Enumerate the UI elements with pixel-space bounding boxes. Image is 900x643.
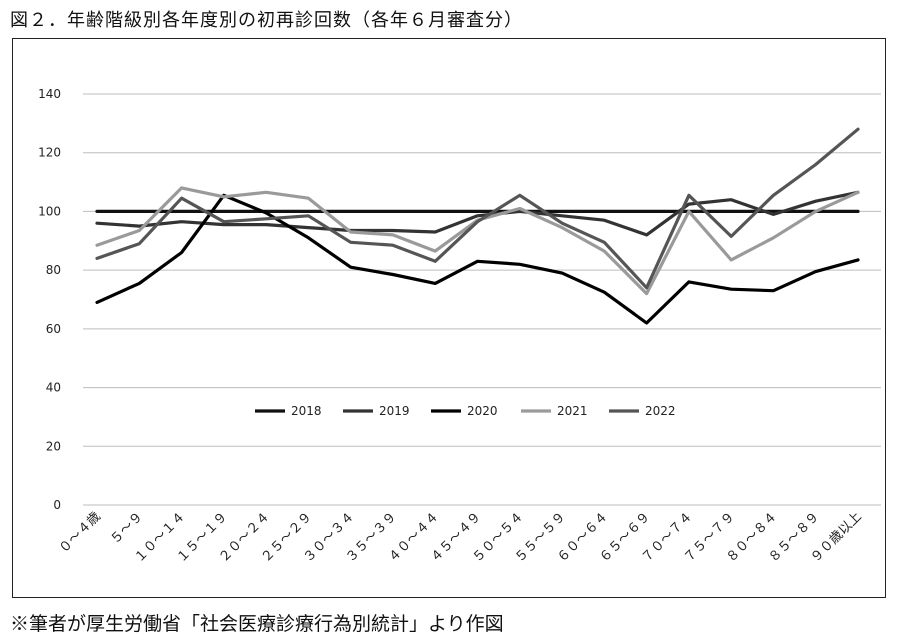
figure-title: 図２．年齢階級別各年度別の初再診回数（各年６月審査分） <box>10 10 523 31</box>
series-line-2019 <box>95 190 860 237</box>
y-tick-label: 40 <box>46 381 61 395</box>
series-line-2022 <box>95 127 860 290</box>
x-tick-label: ０～４歳 <box>56 509 103 556</box>
x-axis-tick-labels: ０～４歳 ５～９１０～１４１５～１９２０～２４２５～２９３０～３４３５～３９４０～… <box>56 509 864 566</box>
x-tick-label: ５～９ <box>108 509 146 547</box>
legend-label: 2020 <box>467 404 498 418</box>
legend-label: 2022 <box>645 404 676 418</box>
y-tick-label: 0 <box>53 498 61 512</box>
y-tick-label: 120 <box>38 146 61 160</box>
legend-label: 2021 <box>557 404 588 418</box>
y-tick-label: 20 <box>46 439 61 453</box>
y-axis-tick-labels: 0 20 40 60 80 100 120 140 <box>38 87 61 512</box>
y-tick-label: 100 <box>38 204 61 218</box>
y-tick-label: 80 <box>46 263 61 277</box>
series-lines <box>95 127 860 325</box>
legend: 2018 2019 2020 2021 2022 <box>255 404 676 418</box>
y-tick-label: 60 <box>46 322 61 336</box>
legend-label: 2018 <box>291 404 322 418</box>
chart-frame: 0 20 40 60 80 100 120 140 ０～４歳 ５～９ １０～１４ １５～１９ ２０～２… <box>12 38 886 598</box>
y-tick-label: 140 <box>38 87 61 101</box>
gridlines <box>83 93 881 506</box>
source-note: ※筆者が厚生労働省「社会医療診療行為別統計」より作図 <box>10 613 504 635</box>
line-chart: 0 20 40 60 80 100 120 140 ０～４歳 ５～９１０～１４１５～１９２０～２… <box>38 87 881 566</box>
legend-label: 2019 <box>379 404 410 418</box>
